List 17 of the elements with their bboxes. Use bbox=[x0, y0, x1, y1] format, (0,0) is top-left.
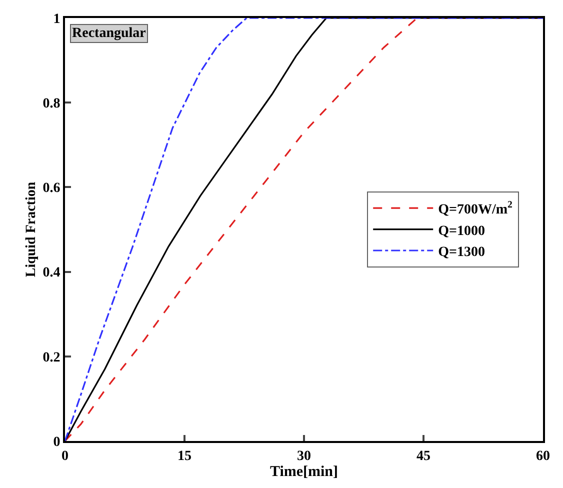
y-tick-label: 1 bbox=[53, 12, 60, 27]
y-tick-label: 0.8 bbox=[42, 96, 60, 112]
x-axis-title: Time[min] bbox=[270, 464, 338, 480]
annotation: Rectangular bbox=[72, 26, 146, 41]
x-tick-label: 60 bbox=[536, 448, 550, 464]
legend-label: Q=1000 bbox=[438, 224, 485, 239]
y-tick-label: 0.2 bbox=[42, 350, 60, 366]
x-tick-label: 45 bbox=[416, 448, 430, 464]
x-tick-label: 15 bbox=[178, 448, 192, 464]
y-tick-label: 0.4 bbox=[42, 266, 60, 281]
y-tick-label: 0 bbox=[53, 434, 60, 450]
y-axis-title: Liquid Fraction bbox=[24, 182, 39, 278]
legend-label: Q=1300 bbox=[438, 244, 485, 260]
line-series bbox=[65, 18, 543, 441]
legend-label: Q=700W/m$^{2}$ bbox=[438, 200, 513, 218]
x-tick-label: 30 bbox=[297, 448, 311, 464]
y-tick-label: 0.6 bbox=[42, 181, 60, 196]
